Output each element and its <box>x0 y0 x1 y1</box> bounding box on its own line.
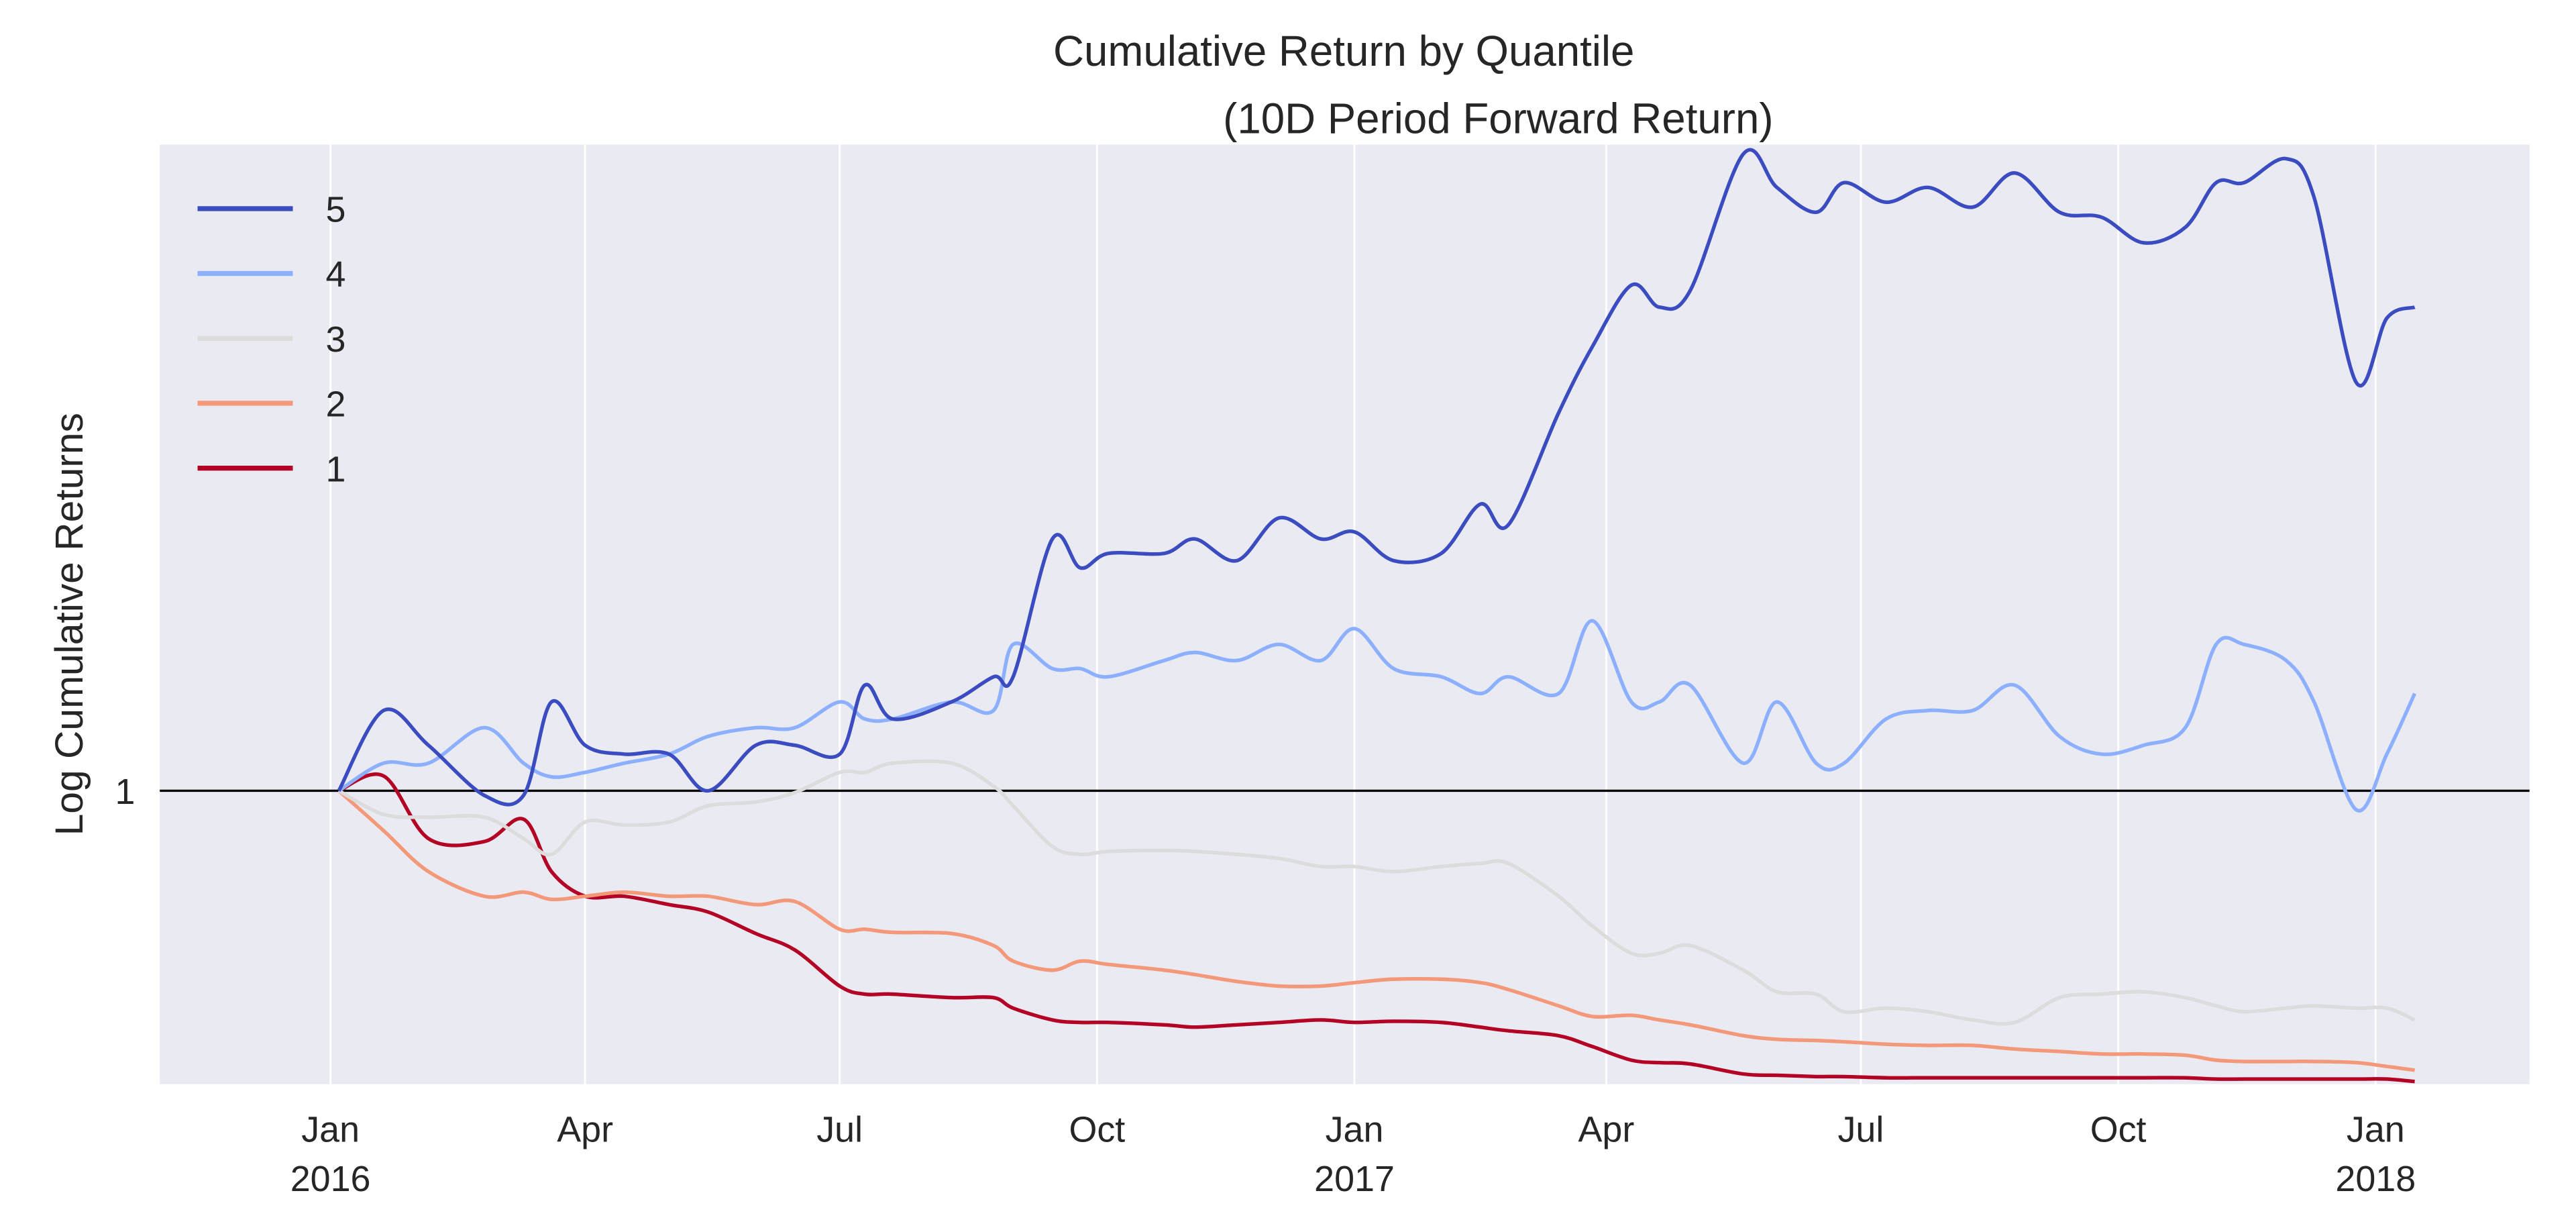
series-line-quantile-4 <box>337 619 2417 813</box>
x-tick-label: Apr <box>1578 1109 1635 1149</box>
x-tick-year-label: 2018 <box>2335 1159 2416 1199</box>
series-lines <box>337 148 2417 1084</box>
legend-label: 2 <box>325 384 345 425</box>
x-tick-label: Jul <box>1838 1109 1884 1149</box>
x-axis-ticks: Jan 2016 Apr Jul Oct Jan 2017 Apr Jul Oct Jan 2018 <box>290 1109 2416 1198</box>
x-tick-label: Apr <box>557 1109 613 1149</box>
chart-subtitle: (10D Period Forward Return) <box>1223 95 1773 142</box>
series-line-quantile-1 <box>337 772 2415 1084</box>
series-line-quantile-5 <box>337 148 2416 807</box>
x-tick-year-label: 2017 <box>1314 1159 1395 1199</box>
legend: 5 4 3 2 1 <box>197 189 345 489</box>
plot-area <box>160 144 2530 1084</box>
x-tick-label: Jan <box>2347 1109 2405 1149</box>
x-tick-label: Jul <box>816 1109 863 1149</box>
x-tick-label: Jan <box>1326 1109 1384 1149</box>
x-tick-label: Oct <box>2090 1109 2147 1149</box>
x-tick-year-label: 2016 <box>290 1159 371 1199</box>
x-tick-label: Oct <box>1069 1109 1125 1149</box>
legend-label: 3 <box>325 319 345 360</box>
series-line-quantile-3 <box>337 759 2416 1026</box>
y-tick-label: 1 <box>115 772 136 812</box>
x-tick-label: Jan <box>301 1109 360 1149</box>
series-line-quantile-2 <box>337 789 2415 1072</box>
legend-label: 1 <box>325 449 345 489</box>
legend-label: 5 <box>325 189 345 229</box>
y-axis-ticks: 1 <box>115 772 136 812</box>
legend-label: 4 <box>325 254 345 295</box>
y-axis-label: Log Cumulative Returns <box>48 413 91 835</box>
chart-title: Cumulative Return by Quantile <box>1053 28 1634 75</box>
